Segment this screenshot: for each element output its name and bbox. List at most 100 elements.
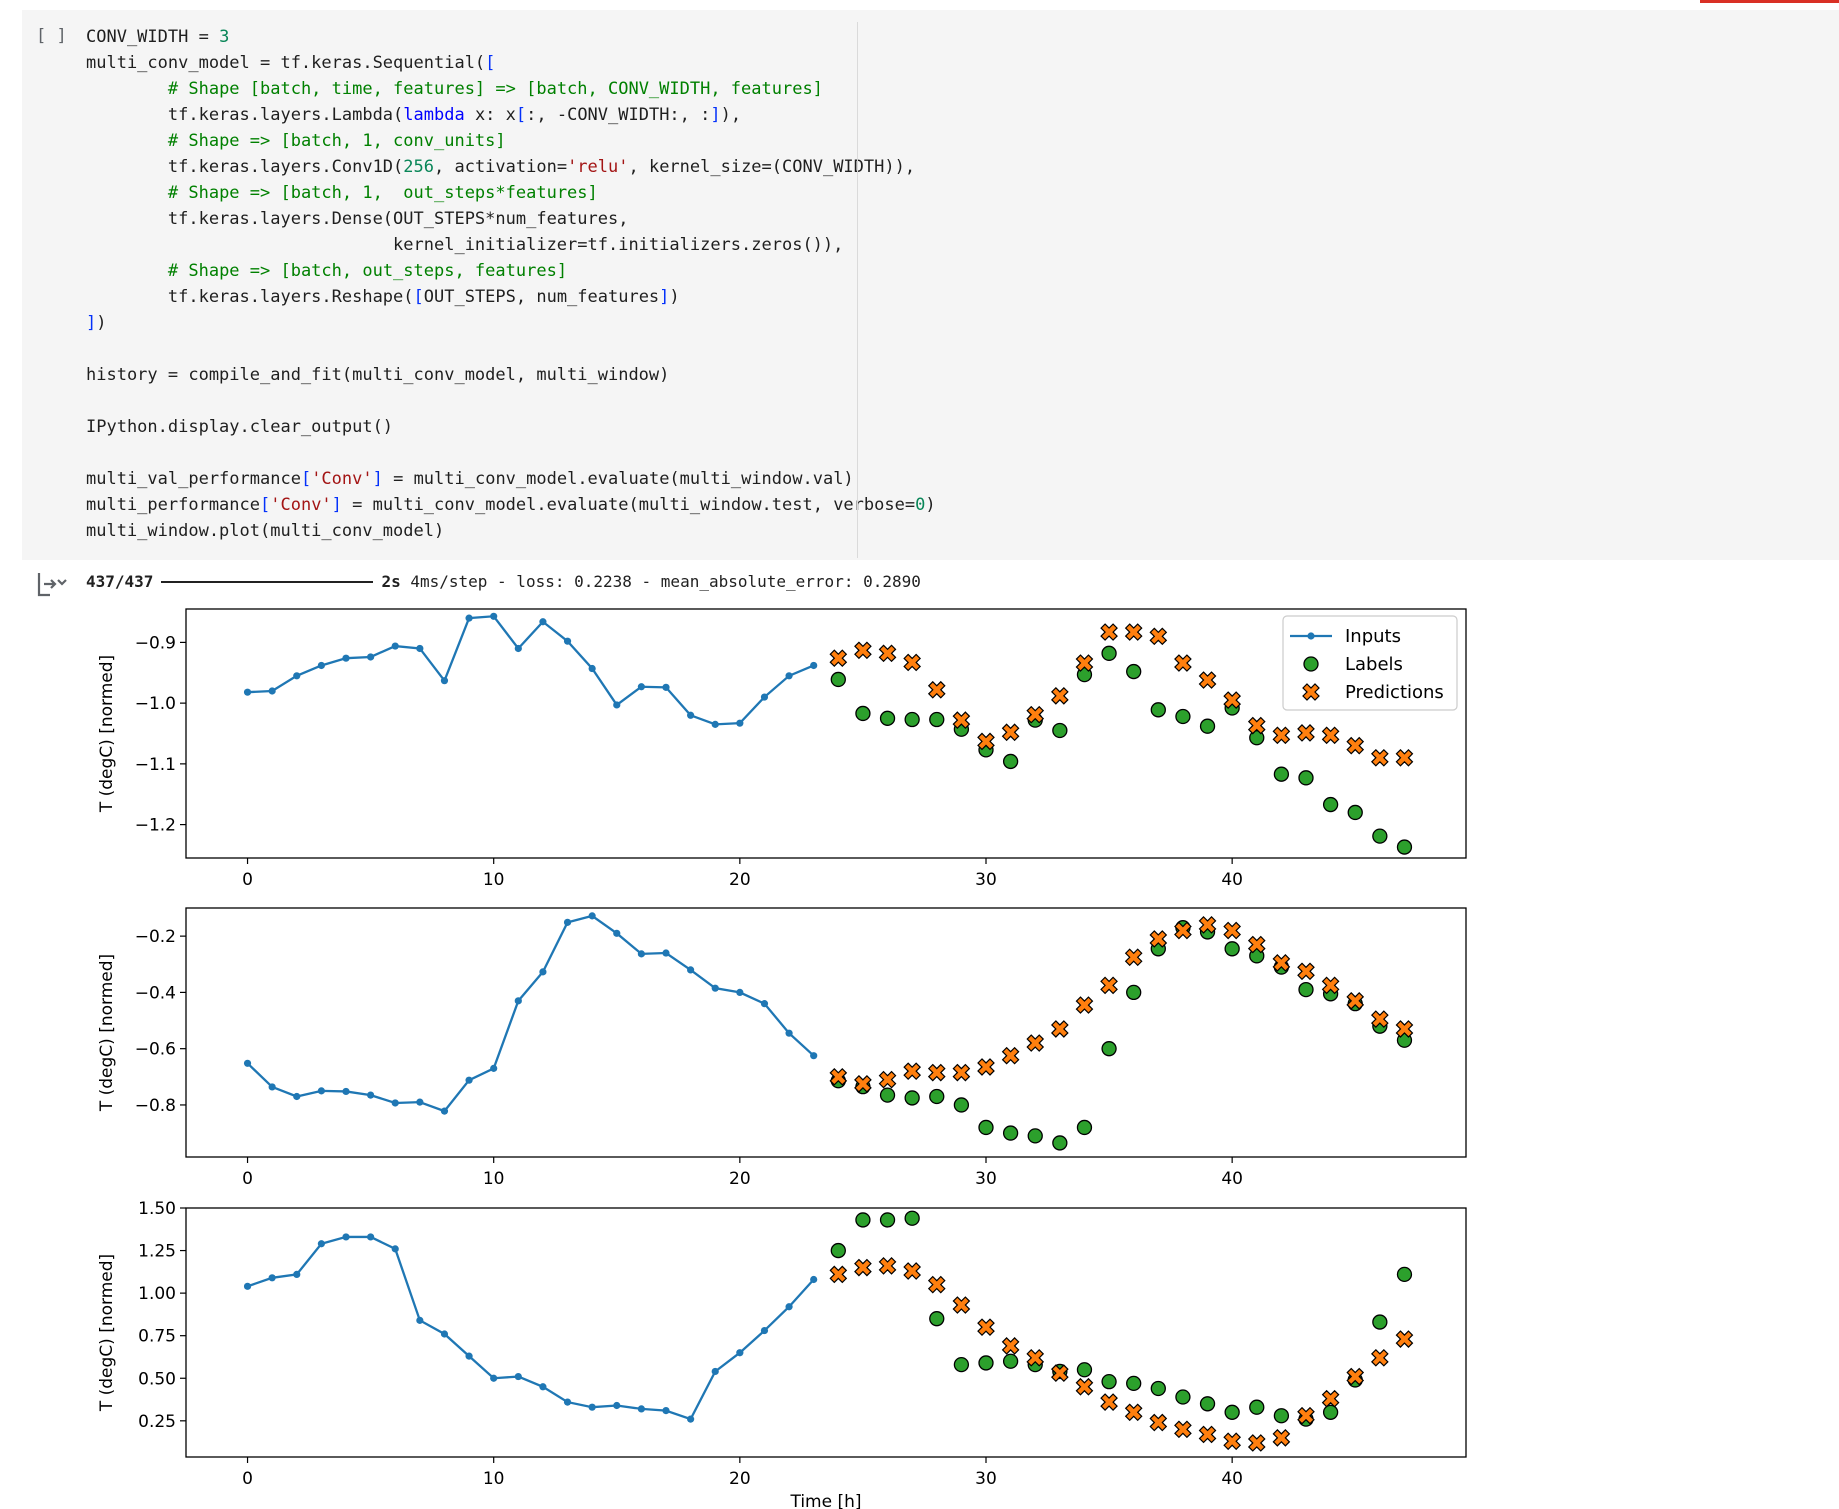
input-point xyxy=(243,1059,252,1067)
run-cell-button[interactable]: [ ] xyxy=(36,26,67,46)
input-point xyxy=(243,1282,252,1290)
label-point xyxy=(929,711,945,728)
code-editor[interactable]: CONV_WIDTH = 3 multi_conv_model = tf.ker… xyxy=(86,24,936,544)
prediction-point xyxy=(1198,671,1217,689)
input-point xyxy=(268,687,276,695)
prediction-point xyxy=(829,1265,848,1284)
plot-legend: Inputs Labels Predictions xyxy=(1282,615,1458,711)
code-token: tf.keras.layers.Reshape( xyxy=(86,287,414,307)
prediction-point xyxy=(1100,976,1118,995)
label-point xyxy=(1052,1135,1068,1151)
label-point xyxy=(1224,1404,1240,1420)
label-point xyxy=(1199,1396,1216,1412)
code-token: multi_val_performance xyxy=(86,469,301,489)
input-point xyxy=(539,968,547,976)
prediction-point xyxy=(1124,1403,1143,1422)
input-point xyxy=(613,701,621,709)
code-token: [ xyxy=(413,287,424,307)
prediction-point xyxy=(952,711,971,729)
input-point xyxy=(637,683,645,691)
label-point xyxy=(830,1242,846,1259)
progress-time: 2s xyxy=(381,572,401,591)
label-point xyxy=(1101,1041,1117,1057)
input-point xyxy=(563,637,572,645)
code-token: CONV_WIDTH = xyxy=(86,27,220,47)
prediction-point xyxy=(1100,623,1118,641)
label-point xyxy=(879,710,896,726)
input-point xyxy=(465,1352,473,1360)
code-token: ), xyxy=(720,105,742,125)
y-tick-label: 0.50 xyxy=(138,1369,176,1389)
x-tick-label: 30 xyxy=(975,1469,997,1489)
label-point xyxy=(855,1212,871,1228)
y-axis-label: T (degC) [normed] xyxy=(97,954,117,1112)
prediction-point xyxy=(952,1063,971,1082)
input-point xyxy=(711,720,719,728)
code-line: # Shape [batch, time, features] => [batc… xyxy=(86,79,823,99)
prediction-point xyxy=(1001,1337,1020,1355)
input-point xyxy=(490,612,498,620)
input-point xyxy=(440,1330,449,1338)
label-point xyxy=(1249,1399,1265,1415)
label-point xyxy=(1027,1128,1043,1144)
prediction-point xyxy=(927,1275,946,1294)
code-token: [ xyxy=(300,469,312,489)
input-point xyxy=(687,966,695,974)
label-point xyxy=(978,1355,994,1371)
legend-frame xyxy=(1282,615,1458,711)
label-point xyxy=(1298,770,1314,786)
code-cell[interactable]: [ ] CONV_WIDTH = 3 multi_conv_model = tf… xyxy=(22,10,1839,560)
plot-frame xyxy=(185,907,1467,1158)
code-token: # Shape => [batch, out_steps, features] xyxy=(167,261,568,281)
label-point xyxy=(1002,1353,1019,1369)
code-line: # Shape => [batch, 1, conv_units] xyxy=(86,131,506,151)
code-token: 256 xyxy=(403,157,434,177)
input-point xyxy=(687,711,695,719)
input-point xyxy=(391,1099,399,1107)
input-point xyxy=(760,693,769,701)
code-token: = multi_conv_model.evaluate(multi_window… xyxy=(341,495,916,515)
code-line: tf.keras.layers.Lambda(lambda x: x[:, -C… xyxy=(86,105,741,125)
code-token: tf.keras.layers.Conv1D( xyxy=(86,157,404,177)
label-point xyxy=(1224,941,1240,957)
label-point xyxy=(1126,984,1142,1001)
y-tick-label: 1.50 xyxy=(138,1199,176,1219)
y-axis-label: T (degC) [normed] xyxy=(97,1254,117,1412)
prediction-point xyxy=(854,1074,872,1093)
prediction-point xyxy=(1272,726,1291,745)
input-point xyxy=(662,683,670,691)
progress-metrics: 4ms/step - loss: 0.2238 - mean_absolute_… xyxy=(410,572,921,591)
prediction-point xyxy=(1050,1364,1069,1382)
code-line: ]) xyxy=(86,313,107,333)
subplot-2: 0 10 20 30 40 −0.2 −0.4 −0.6 −0.8 T (degC) [norme… xyxy=(97,907,1467,1189)
input-point xyxy=(539,1383,547,1391)
input-point xyxy=(465,614,473,622)
label-point xyxy=(953,1097,970,1113)
tab-accent-line xyxy=(1700,0,1839,3)
x-tick-label: 0 xyxy=(242,1469,253,1489)
prediction-point xyxy=(952,1296,971,1314)
output-toggle-icon[interactable] xyxy=(36,570,68,598)
x-tick-label: 20 xyxy=(729,1469,751,1489)
input-point xyxy=(367,1233,375,1241)
prediction-point xyxy=(1346,736,1365,755)
input-point xyxy=(416,1316,424,1324)
label-point xyxy=(929,1088,945,1105)
label-point xyxy=(879,1212,896,1228)
prediction-point xyxy=(1297,1406,1315,1425)
input-point xyxy=(736,719,744,727)
code-line: history = compile_and_fit(multi_conv_mod… xyxy=(86,365,669,385)
prediction-point xyxy=(1272,954,1291,972)
label-point xyxy=(1150,1380,1166,1397)
input-point xyxy=(268,1083,276,1091)
input-point xyxy=(317,1087,325,1095)
y-tick-label: −0.8 xyxy=(135,1096,176,1116)
input-point xyxy=(785,1029,793,1037)
prediction-point xyxy=(1100,1393,1118,1411)
label-point xyxy=(1175,1389,1191,1405)
label-point xyxy=(1126,1375,1142,1392)
y-tick-label: −1.0 xyxy=(135,694,176,714)
code-token: # Shape => [batch, 1, out_steps*features… xyxy=(167,183,598,203)
prediction-point xyxy=(1346,1367,1365,1386)
label-point xyxy=(1126,663,1142,680)
